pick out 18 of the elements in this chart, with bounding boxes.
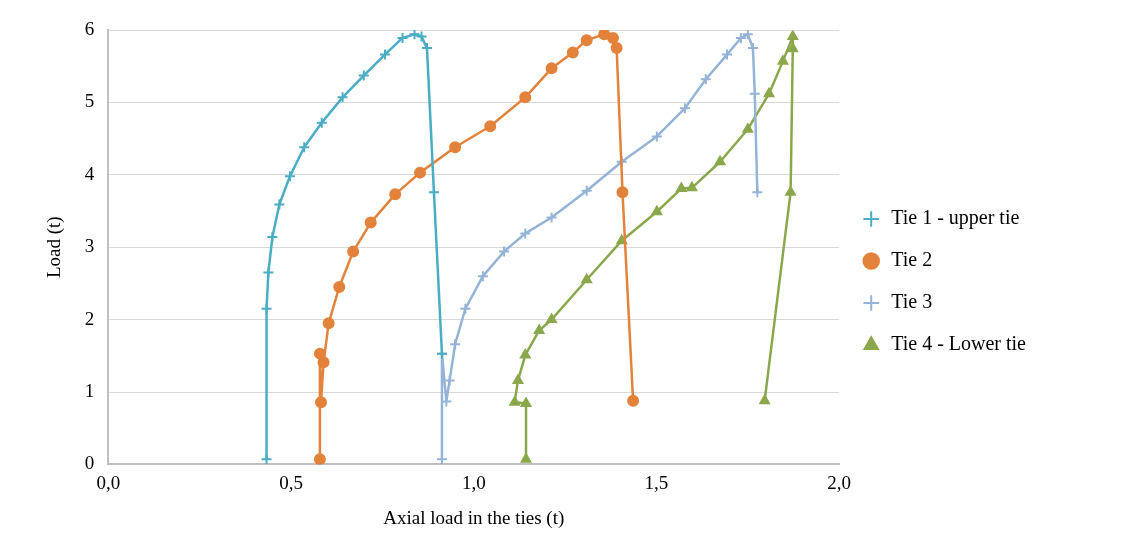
legend-label: Tie 3 (891, 290, 933, 313)
legend-label: Tie 1 - upper tie (891, 206, 1020, 230)
y-tick-label: 5 (84, 90, 95, 112)
x-tick-label: 0,5 (279, 471, 303, 493)
legend-label: Tie 4 - Lower tie (891, 332, 1027, 355)
y-tick-label: 3 (84, 235, 95, 257)
legend-label: Tie 2 (891, 248, 933, 271)
y-tick-label: 0 (84, 452, 95, 474)
x-tick-label: 2,0 (827, 471, 852, 493)
y-axis-title: Load (t) (43, 216, 66, 279)
x-tick-label: 0,0 (96, 471, 121, 493)
x-tick-label: 1,0 (461, 471, 486, 493)
y-tick-label: 4 (84, 162, 95, 184)
y-tick-label: 1 (84, 379, 95, 401)
y-tick-label: 2 (84, 307, 95, 329)
x-axis-title: Axial load in the ties (t) (383, 506, 565, 529)
x-tick-label: 1,5 (644, 471, 669, 493)
y-tick-label: 6 (84, 17, 95, 39)
